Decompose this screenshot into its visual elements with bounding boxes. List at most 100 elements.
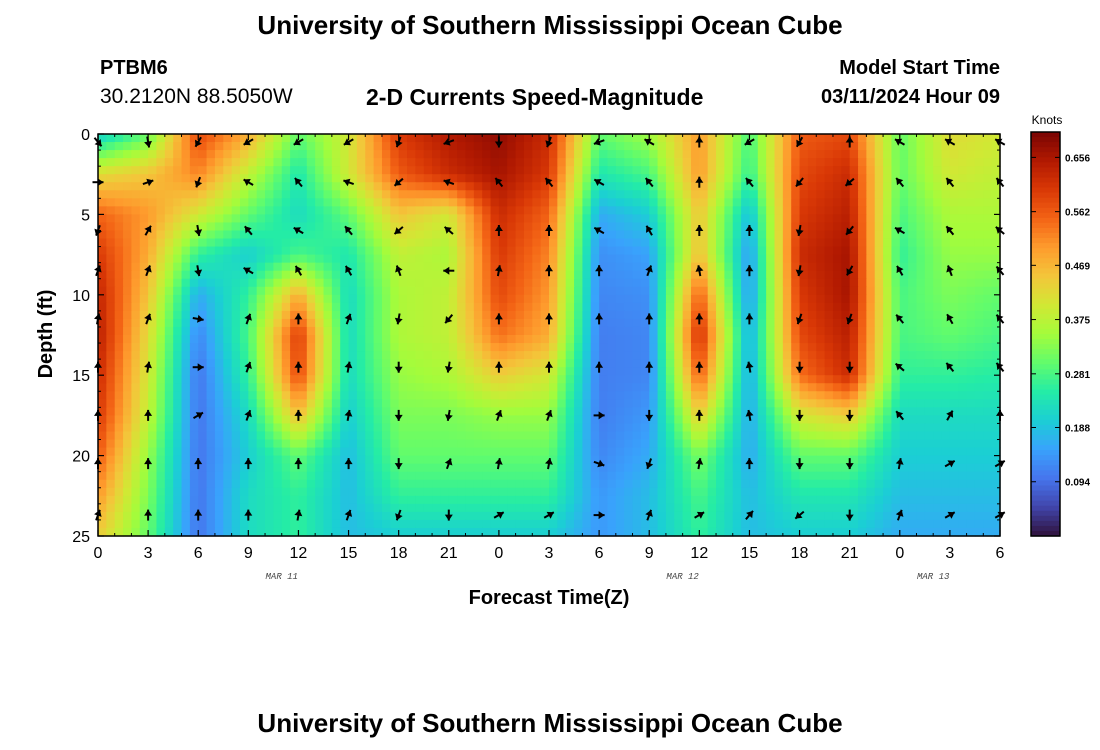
heatmap-cell — [866, 166, 876, 175]
heatmap-cell — [206, 455, 216, 465]
heatmap-cell — [131, 230, 141, 240]
heatmap-cell — [707, 150, 717, 159]
heatmap-cell — [615, 343, 625, 352]
heatmap-cell — [832, 326, 842, 336]
heatmap-cell — [139, 455, 149, 465]
heatmap-cell — [707, 198, 717, 207]
heatmap-cell — [139, 407, 149, 416]
heatmap-cell — [515, 230, 525, 240]
heatmap-cell — [490, 391, 500, 400]
heatmap-cell — [749, 359, 759, 368]
heatmap-cell — [640, 206, 650, 215]
heatmap-cell — [156, 463, 166, 473]
heatmap-cell — [582, 479, 592, 489]
heatmap-cell — [707, 318, 717, 328]
heatmap-cell — [490, 495, 500, 505]
heatmap-cell — [908, 254, 918, 264]
heatmap-cell — [507, 238, 517, 248]
heatmap-cell — [423, 158, 433, 167]
heatmap-cell — [816, 246, 826, 256]
heatmap-cell — [807, 254, 817, 264]
heatmap-cell — [448, 198, 458, 207]
heatmap-cell — [139, 182, 149, 191]
heatmap-cell — [532, 431, 542, 441]
heatmap-cell — [273, 423, 283, 433]
heatmap-cell — [198, 391, 208, 400]
heatmap-cell — [824, 286, 834, 296]
heatmap-cell — [841, 455, 851, 465]
heatmap-cell — [883, 423, 893, 433]
heatmap-cell — [423, 447, 433, 457]
heatmap-cell — [98, 190, 107, 199]
heatmap-cell — [899, 391, 909, 400]
heatmap-cell — [231, 359, 241, 368]
heatmap-cell — [983, 423, 993, 433]
heatmap-cell — [290, 214, 300, 224]
heatmap-cell — [223, 286, 233, 296]
heatmap-cell — [239, 190, 249, 199]
heatmap-cell — [983, 463, 993, 473]
heatmap-cell — [707, 190, 717, 199]
heatmap-cell — [574, 198, 584, 207]
heatmap-cell — [582, 246, 592, 256]
heatmap-cell — [816, 447, 826, 457]
heatmap-cell — [958, 367, 968, 376]
heatmap-cell — [290, 423, 300, 433]
heatmap-cell — [123, 134, 133, 143]
heatmap-cell — [674, 134, 684, 143]
heatmap-cell — [891, 270, 901, 280]
heatmap-cell — [816, 134, 826, 143]
heatmap-cell — [749, 238, 759, 248]
heatmap-cell — [532, 278, 542, 288]
heatmap-cell — [273, 383, 283, 392]
heatmap-cell — [716, 335, 725, 344]
heatmap-cell — [690, 302, 700, 312]
heatmap-cell — [624, 471, 634, 481]
heatmap-cell — [766, 222, 776, 232]
heatmap-cell — [532, 230, 542, 240]
heatmap-cell — [849, 206, 859, 215]
heatmap-cell — [106, 206, 116, 215]
heatmap-cell — [156, 326, 166, 336]
heatmap-cell — [665, 166, 675, 175]
heatmap-cell — [315, 310, 325, 320]
heatmap-cell — [832, 343, 842, 352]
heatmap-cell — [214, 335, 224, 344]
heatmap-cell — [423, 439, 433, 449]
heatmap-cell — [415, 150, 425, 159]
heatmap-cell — [699, 310, 709, 320]
heatmap-cell — [473, 246, 483, 256]
heatmap-cell — [816, 150, 826, 159]
heatmap-cell — [858, 431, 867, 441]
heatmap-cell — [532, 495, 542, 505]
heatmap-cell — [774, 318, 784, 328]
heatmap-cell — [690, 198, 700, 207]
heatmap-cell — [991, 423, 1001, 433]
heatmap-cell — [899, 302, 909, 312]
heatmap-cell — [807, 302, 817, 312]
heatmap-cell — [248, 359, 258, 368]
heatmap-cell — [123, 335, 133, 344]
heatmap-cell — [774, 270, 784, 280]
heatmap-cell — [724, 479, 734, 489]
heatmap-cell — [398, 254, 408, 264]
heatmap-cell — [699, 487, 709, 497]
heatmap-cell — [924, 351, 934, 360]
heatmap-cell — [565, 383, 575, 392]
heatmap-cell — [223, 455, 233, 465]
heatmap-cell — [791, 495, 801, 505]
heatmap-cell — [98, 479, 107, 489]
heatmap-cell — [741, 158, 751, 167]
heatmap-cell — [807, 471, 817, 481]
heatmap-cell — [173, 479, 183, 489]
heatmap-cell — [448, 359, 458, 368]
heatmap-cell — [774, 134, 784, 143]
heatmap-cell — [741, 246, 751, 256]
heatmap-cell — [540, 343, 550, 352]
heatmap-cell — [256, 262, 266, 272]
heatmap-cell — [690, 447, 700, 457]
heatmap-cell — [682, 222, 692, 232]
heatmap-cell — [866, 391, 876, 400]
heatmap-cell — [649, 254, 659, 264]
heatmap-cell — [674, 399, 684, 408]
